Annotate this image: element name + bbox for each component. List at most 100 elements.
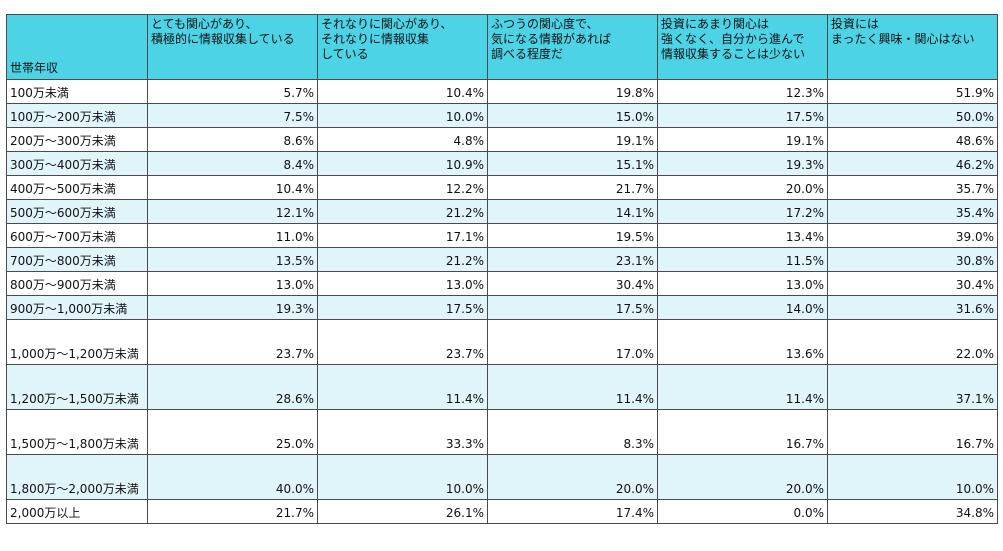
table-row: 600万～700万未満 11.0% 17.1% 19.5% 13.4% 39.0% xyxy=(6,223,998,248)
table-row: 900万～1,000万未満 19.3% 17.5% 17.5% 14.0% 31.6% xyxy=(6,295,998,320)
table-row: 300万～400万未満 8.4% 10.9% 15.1% 19.3% 46.2% xyxy=(6,151,998,176)
header-line: 積極的に情報収集している xyxy=(151,32,295,46)
income-bracket-cell: 500万～600万未満 xyxy=(6,199,148,224)
percentage-cell: 48.6% xyxy=(827,127,998,152)
income-bracket-cell: 700万～800万未満 xyxy=(6,247,148,272)
header-line: している xyxy=(321,47,369,61)
income-bracket-cell: 1,000万～1,200万未満 xyxy=(6,319,148,365)
percentage-cell: 5.7% xyxy=(147,79,318,104)
percentage-cell: 17.1% xyxy=(317,223,488,248)
percentage-cell: 10.0% xyxy=(317,454,488,500)
table-row: 800万～900万未満 13.0% 13.0% 30.4% 13.0% 30.4% xyxy=(6,271,998,296)
income-bracket-cell: 2,000万以上 xyxy=(6,499,148,524)
table-row: 1,500万～1,800万未満 25.0% 33.3% 8.3% 16.7% 16.7% xyxy=(6,409,998,455)
income-investment-interest-table: 世帯年収 とても関心があり、 積極的に情報収集している それなりに関心があり、 … xyxy=(6,14,998,524)
percentage-cell: 25.0% xyxy=(147,409,318,455)
percentage-cell: 11.0% xyxy=(147,223,318,248)
table-row: 100万～200万未満 7.5% 10.0% 15.0% 17.5% 50.0% xyxy=(6,103,998,128)
income-bracket-cell: 1,800万～2,000万未満 xyxy=(6,454,148,500)
header-line: まったく興味・関心はない xyxy=(831,32,975,46)
income-bracket-cell: 800万～900万未満 xyxy=(6,271,148,296)
percentage-cell: 17.0% xyxy=(487,319,658,365)
percentage-cell: 13.0% xyxy=(317,271,488,296)
percentage-cell: 14.1% xyxy=(487,199,658,224)
header-line: 強くなく、自分から進んで xyxy=(661,32,805,46)
percentage-cell: 50.0% xyxy=(827,103,998,128)
percentage-cell: 16.7% xyxy=(827,409,998,455)
percentage-cell: 19.5% xyxy=(487,223,658,248)
percentage-cell: 23.7% xyxy=(317,319,488,365)
header-line: とても関心があり、 xyxy=(151,17,258,31)
income-bracket-cell: 100万～200万未満 xyxy=(6,103,148,128)
percentage-cell: 14.0% xyxy=(657,295,828,320)
percentage-cell: 10.0% xyxy=(317,103,488,128)
income-bracket-cell: 400万～500万未満 xyxy=(6,175,148,200)
percentage-cell: 15.1% xyxy=(487,151,658,176)
percentage-cell: 13.0% xyxy=(657,271,828,296)
income-bracket-cell: 1,200万～1,500万未満 xyxy=(6,364,148,410)
percentage-cell: 35.7% xyxy=(827,175,998,200)
percentage-cell: 19.3% xyxy=(147,295,318,320)
percentage-cell: 17.5% xyxy=(657,103,828,128)
table-row: 2,000万以上 21.7% 26.1% 17.4% 0.0% 34.8% xyxy=(6,499,998,524)
income-bracket-cell: 100万未満 xyxy=(6,79,148,104)
percentage-cell: 46.2% xyxy=(827,151,998,176)
header-line: 気になる情報があれば xyxy=(491,32,612,46)
percentage-cell: 17.2% xyxy=(657,199,828,224)
income-bracket-cell: 300万～400万未満 xyxy=(6,151,148,176)
income-bracket-cell: 1,500万～1,800万未満 xyxy=(6,409,148,455)
percentage-cell: 30.4% xyxy=(827,271,998,296)
column-header: 投資には まったく興味・関心はない xyxy=(827,14,998,80)
percentage-cell: 11.4% xyxy=(657,364,828,410)
percentage-cell: 21.2% xyxy=(317,199,488,224)
percentage-cell: 10.4% xyxy=(147,175,318,200)
percentage-cell: 31.6% xyxy=(827,295,998,320)
column-header: とても関心があり、 積極的に情報収集している xyxy=(147,14,318,80)
table-row: 1,200万～1,500万未満 28.6% 11.4% 11.4% 11.4% 37.1% xyxy=(6,364,998,410)
percentage-cell: 17.5% xyxy=(317,295,488,320)
table-row: 100万未満 5.7% 10.4% 19.8% 12.3% 51.9% xyxy=(6,79,998,104)
table-row: 1,000万～1,200万未満 23.7% 23.7% 17.0% 13.6% 22.0% xyxy=(6,319,998,365)
percentage-cell: 28.6% xyxy=(147,364,318,410)
percentage-cell: 20.0% xyxy=(487,454,658,500)
percentage-cell: 16.7% xyxy=(657,409,828,455)
percentage-cell: 11.4% xyxy=(317,364,488,410)
percentage-cell: 11.4% xyxy=(487,364,658,410)
percentage-cell: 21.7% xyxy=(147,499,318,524)
percentage-cell: 8.4% xyxy=(147,151,318,176)
table-row: 1,800万～2,000万未満 40.0% 10.0% 20.0% 20.0% 10.0% xyxy=(6,454,998,500)
column-header: 投資にあまり関心は 強くなく、自分から進んで 情報収集することは少ない xyxy=(657,14,828,80)
percentage-cell: 40.0% xyxy=(147,454,318,500)
income-bracket-cell: 200万～300万未満 xyxy=(6,127,148,152)
percentage-cell: 39.0% xyxy=(827,223,998,248)
percentage-cell: 10.4% xyxy=(317,79,488,104)
percentage-cell: 37.1% xyxy=(827,364,998,410)
percentage-cell: 13.4% xyxy=(657,223,828,248)
percentage-cell: 23.7% xyxy=(147,319,318,365)
column-header: それなりに関心があり、 それなりに情報収集 している xyxy=(317,14,488,80)
header-line: それなりに情報収集 xyxy=(321,32,430,46)
percentage-cell: 19.3% xyxy=(657,151,828,176)
table-body: 100万未満 5.7% 10.4% 19.8% 12.3% 51.9% 100万～200万未… xyxy=(6,79,998,524)
percentage-cell: 4.8% xyxy=(317,127,488,152)
percentage-cell: 19.1% xyxy=(657,127,828,152)
percentage-cell: 7.5% xyxy=(147,103,318,128)
percentage-cell: 8.3% xyxy=(487,409,658,455)
column-header: ふつうの関心度で、 気になる情報があれば 調べる程度だ xyxy=(487,14,658,80)
percentage-cell: 51.9% xyxy=(827,79,998,104)
table-wrapper: 世帯年収 とても関心があり、 積極的に情報収集している それなりに関心があり、 … xyxy=(6,14,998,524)
header-line: 投資には xyxy=(831,17,880,31)
percentage-cell: 23.1% xyxy=(487,247,658,272)
percentage-cell: 10.0% xyxy=(827,454,998,500)
percentage-cell: 21.7% xyxy=(487,175,658,200)
header-line: 情報収集することは少ない xyxy=(661,47,806,61)
header-line: 世帯年収 xyxy=(10,61,59,75)
percentage-cell: 10.9% xyxy=(317,151,488,176)
table-row: 400万～500万未満 10.4% 12.2% 21.7% 20.0% 35.7% xyxy=(6,175,998,200)
percentage-cell: 22.0% xyxy=(827,319,998,365)
table-row: 200万～300万未満 8.6% 4.8% 19.1% 19.1% 48.6% xyxy=(6,127,998,152)
table-row: 500万～600万未満 12.1% 21.2% 14.1% 17.2% 35.4% xyxy=(6,199,998,224)
percentage-cell: 17.4% xyxy=(487,499,658,524)
percentage-cell: 35.4% xyxy=(827,199,998,224)
table-row: 700万～800万未満 13.5% 21.2% 23.1% 11.5% 30.8% xyxy=(6,247,998,272)
